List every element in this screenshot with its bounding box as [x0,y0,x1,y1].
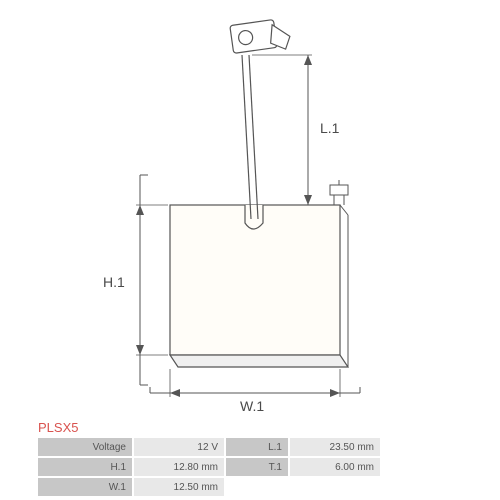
spec-value: 12.80 mm [133,457,225,477]
table-row: H.1 12.80 mm T.1 6.00 mm [38,457,381,477]
spec-label: T.1 [225,457,289,477]
dim-height-label: H.1 [103,274,125,290]
part-code: PLSX5 [38,420,78,435]
spec-value: 12.50 mm [133,477,225,497]
spec-label: L.1 [225,438,289,457]
spec-value: 6.00 mm [289,457,381,477]
spec-label: H.1 [38,457,133,477]
technical-diagram: H.1 W.1 L.1 [40,15,460,415]
spec-label: W.1 [38,477,133,497]
dim-lead-label: L.1 [320,120,340,136]
spec-value: 23.50 mm [289,438,381,457]
table-row: W.1 12.50 mm [38,477,381,497]
spec-value: 12 V [133,438,225,457]
spec-label: Voltage [38,438,133,457]
dim-width-label: W.1 [240,398,264,414]
spec-table: Voltage 12 V L.1 23.50 mm H.1 12.80 mm T… [38,438,382,498]
table-row: Voltage 12 V L.1 23.50 mm [38,438,381,457]
